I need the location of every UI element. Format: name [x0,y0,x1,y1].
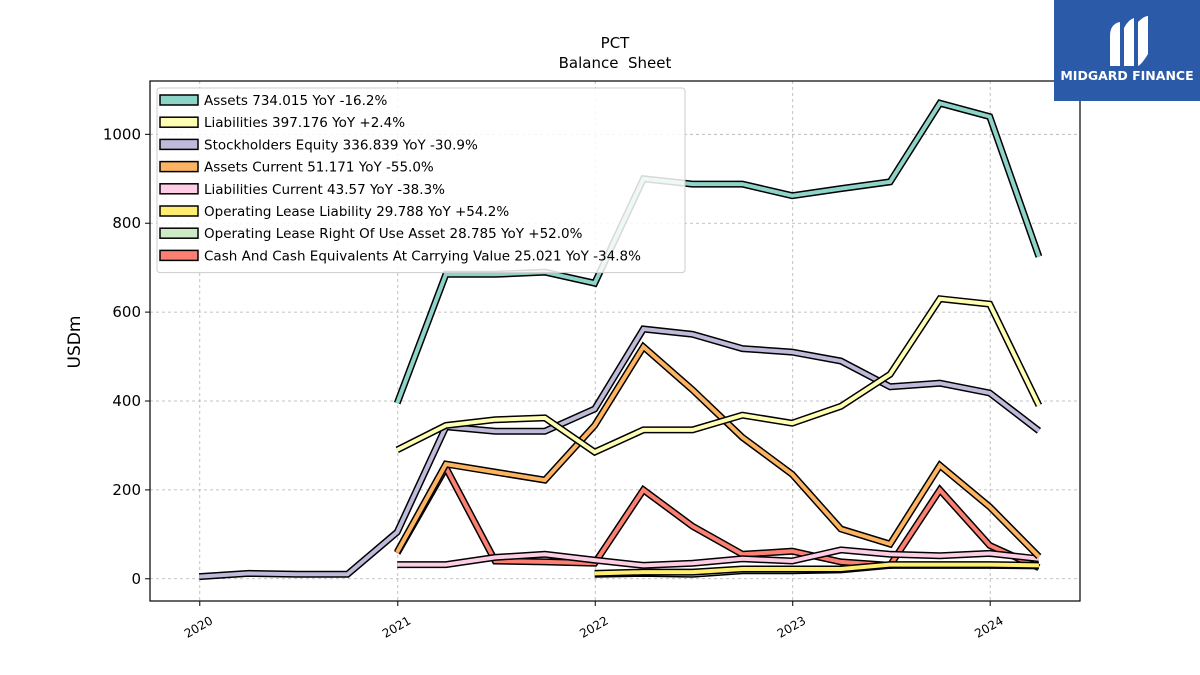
plot-frame [149,80,1081,602]
x-tick-label: 2022 [577,613,610,640]
series-layer [198,99,1043,581]
legend-swatch-assets-current [159,160,199,173]
legend-label-operating-lease-liability: Operating Lease Liability 29.788 YoY +54… [204,204,509,220]
y-tick-label: 800 [112,214,141,232]
series-line-assets [395,100,1041,404]
y-axis-label: USDm [65,316,85,369]
legend-swatch-cash-and-cash-equivalents-at-carrying-value [159,249,199,262]
legend-label-stockholders-equity: Stockholders Equity 336.839 YoY -30.9% [204,137,478,153]
x-tick-label: 2023 [775,613,808,640]
x-tick-label: 2021 [380,613,413,640]
y-tick-label: 400 [112,392,141,410]
y-tick-label: 0 [131,570,141,588]
y-tick-label: 600 [112,303,141,321]
series-line-operating-lease-liability [594,562,1039,576]
legend-swatch-liabilities [159,116,199,128]
legend-swatch-operating-lease-right-of-use-asset [159,227,199,239]
legend: Assets 734.015 YoY -16.2% Liabilities 397… [156,87,686,274]
y-tick-label: 1000 [103,125,141,143]
series-outline-assets-current [394,341,1042,560]
series-line-liabilities [396,296,1041,455]
chart-subtitle: Balance Sheet [559,54,672,72]
x-tick-label: 2020 [182,613,215,640]
logo-text: MIDGARD FINANCE [1060,68,1194,83]
legend-label-assets: Assets 734.015 YoY -16.2% [204,93,388,109]
legend-swatch-operating-lease-liability [159,205,199,217]
chart-title: PCT [601,34,631,52]
logo-mark-icon [1110,16,1148,66]
y-tick-label: 200 [112,481,141,499]
legend-swatch-assets [159,94,199,106]
brand-logo: MIDGARD FINANCE [1054,0,1200,101]
legend-label-assets-current: Assets Current 51.171 YoY -55.0% [204,160,434,176]
legend-label-liabilities-current: Liabilities Current 43.57 YoY -38.3% [204,182,445,198]
legend-label-liabilities: Liabilities 397.176 YoY +2.4% [204,115,405,131]
x-tick-label: 2024 [972,613,1005,640]
legend-swatch-liabilities-current [159,183,199,195]
legend-label-operating-lease-right-of-use-asset: Operating Lease Right Of Use Asset 28.78… [204,226,583,242]
legend-swatch-stockholders-equity [159,138,199,151]
series-line-liabilities-current [397,547,1040,568]
legend-box [156,87,686,274]
legend-label-cash-and-cash-equivalents-at-carrying-value: Cash And Cash Equivalents At Carrying Va… [204,248,641,264]
series-line-cash-and-cash-equivalents-at-carrying-value [395,463,1040,570]
series-line-stockholders-equity [199,326,1041,579]
series-line-assets-current [395,343,1041,559]
